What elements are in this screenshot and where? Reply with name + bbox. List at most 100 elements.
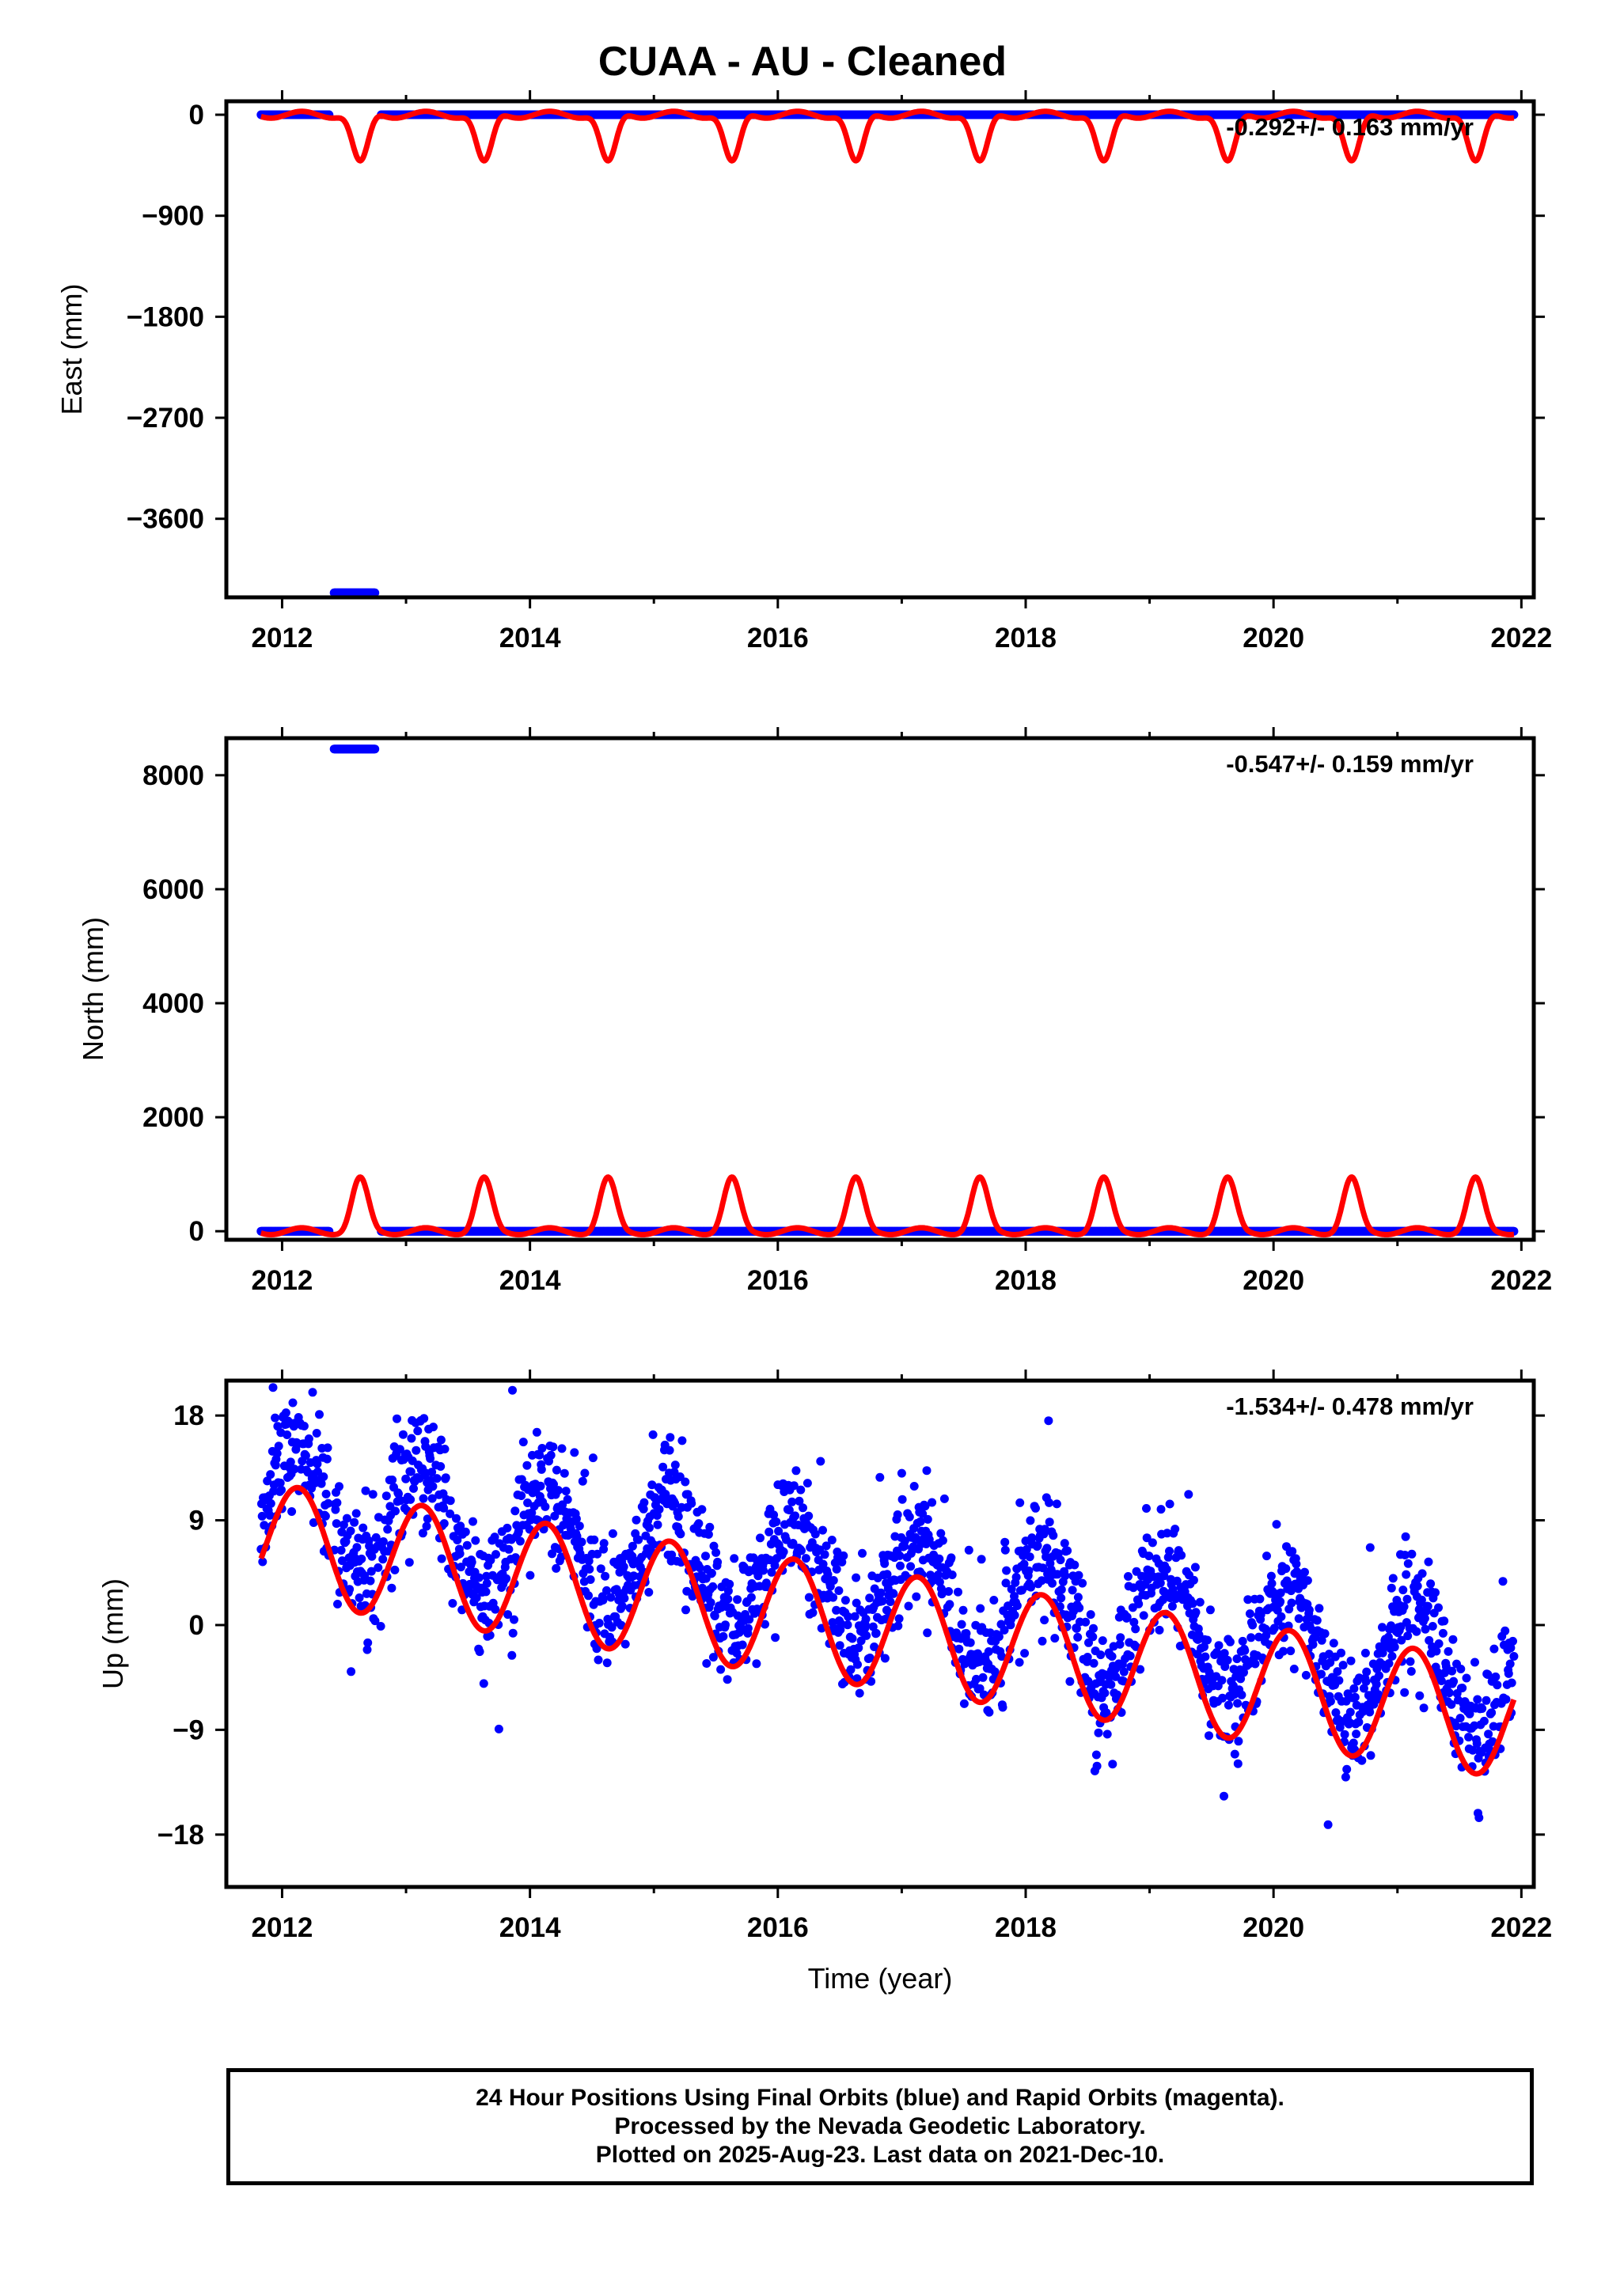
data-point	[481, 1587, 491, 1597]
data-point	[428, 1482, 438, 1491]
data-point	[404, 1558, 414, 1567]
data-point	[350, 1517, 359, 1527]
y-tick-label: 4000	[142, 988, 204, 1019]
chart-title: CUAA - AU - Cleaned	[598, 39, 1007, 85]
data-point	[288, 1398, 298, 1408]
data-point	[507, 1650, 517, 1660]
data-point	[475, 1647, 484, 1657]
x-tick-label: 2016	[747, 1265, 809, 1296]
data-point	[502, 1574, 511, 1583]
data-point	[474, 1573, 484, 1582]
data-point	[398, 1430, 408, 1439]
y-axis-label: East (mm)	[55, 284, 88, 415]
x-tick-label: 2016	[747, 623, 809, 654]
data-point	[441, 1473, 450, 1483]
data-point	[321, 1511, 330, 1521]
data-point	[268, 1383, 278, 1392]
data-point	[422, 1521, 431, 1531]
data-point	[432, 1474, 442, 1483]
data-point	[436, 1462, 446, 1471]
data-point	[381, 1491, 391, 1501]
data-point	[287, 1507, 297, 1516]
data-point	[336, 1546, 346, 1555]
data-point	[482, 1578, 491, 1588]
plot-area	[256, 744, 1519, 1237]
data-point	[370, 744, 380, 754]
data-point	[281, 1408, 290, 1418]
data-point	[266, 1498, 275, 1508]
data-point	[363, 1638, 373, 1647]
x-tick-label: 2012	[252, 623, 313, 654]
data-point	[321, 1489, 331, 1498]
data-point	[510, 1615, 518, 1624]
x-tick-label: 2014	[499, 1265, 561, 1296]
data-point	[461, 1527, 470, 1536]
data-point	[401, 1474, 411, 1483]
data-point	[517, 1491, 526, 1500]
data-point	[391, 1506, 400, 1516]
data-point	[266, 1470, 275, 1480]
data-point	[347, 1667, 356, 1677]
data-point	[312, 1429, 321, 1438]
data-point	[322, 1454, 332, 1464]
east-panel: 2012 2014 2016 2018 2020 20220−900−1800−2700−…	[55, 90, 1552, 654]
data-point	[368, 1490, 378, 1499]
data-point	[393, 1414, 401, 1423]
data-point	[440, 1445, 450, 1453]
data-point	[532, 1427, 541, 1437]
data-point	[390, 1565, 400, 1574]
data-point	[274, 1442, 283, 1451]
data-point	[471, 1536, 480, 1545]
x-tick-label: 2022	[1490, 1265, 1552, 1296]
data-point	[304, 1434, 313, 1443]
data-point	[508, 1628, 518, 1638]
data-point	[277, 1485, 286, 1495]
data-point	[526, 1570, 535, 1580]
x-tick-label: 2014	[499, 623, 561, 654]
plot-frame	[224, 736, 1536, 1242]
data-point	[376, 1622, 385, 1631]
north-panel: 2012 2014 2016 2018 2020 20220200040006000800…	[77, 727, 1552, 1296]
plot-frame	[224, 99, 1536, 600]
data-point	[383, 1525, 393, 1534]
data-point	[346, 1526, 355, 1536]
data-point	[378, 1555, 388, 1564]
data-point	[448, 1599, 457, 1608]
y-tick-label: 2000	[142, 1102, 204, 1133]
data-point	[374, 1563, 383, 1572]
data-point	[491, 1605, 500, 1614]
data-point	[387, 1583, 397, 1593]
data-point	[378, 1537, 388, 1546]
data-point	[494, 1724, 503, 1733]
data-point	[412, 1445, 421, 1455]
data-point	[503, 1523, 512, 1533]
x-tick-label: 2020	[1243, 623, 1304, 654]
data-point	[335, 1482, 343, 1491]
y-tick-label: 0	[189, 1216, 204, 1247]
y-axis-label: North (mm)	[77, 917, 109, 1061]
data-point	[508, 1385, 517, 1395]
data-point	[479, 1679, 488, 1688]
data-point	[419, 1494, 428, 1503]
y-tick-label: 8000	[142, 760, 204, 791]
data-point	[437, 1554, 446, 1563]
data-point	[515, 1536, 525, 1546]
data-point	[504, 1544, 514, 1554]
data-point	[366, 1576, 375, 1586]
velocity-rate-label: -0.292+/- 0.163 mm/yr	[1226, 113, 1474, 141]
data-point	[315, 1410, 324, 1419]
data-point	[522, 1461, 532, 1470]
x-tick-label: 2018	[995, 1265, 1057, 1296]
data-point	[491, 1550, 500, 1559]
data-point	[469, 1517, 477, 1526]
data-point	[388, 1476, 397, 1484]
data-point	[299, 1422, 309, 1430]
data-point	[319, 1472, 328, 1481]
data-point	[446, 1496, 455, 1506]
data-point	[429, 1423, 438, 1432]
data-point	[455, 1549, 465, 1559]
data-point	[452, 1514, 461, 1523]
data-point	[333, 1600, 342, 1608]
model-fit-line	[259, 1174, 1516, 1237]
